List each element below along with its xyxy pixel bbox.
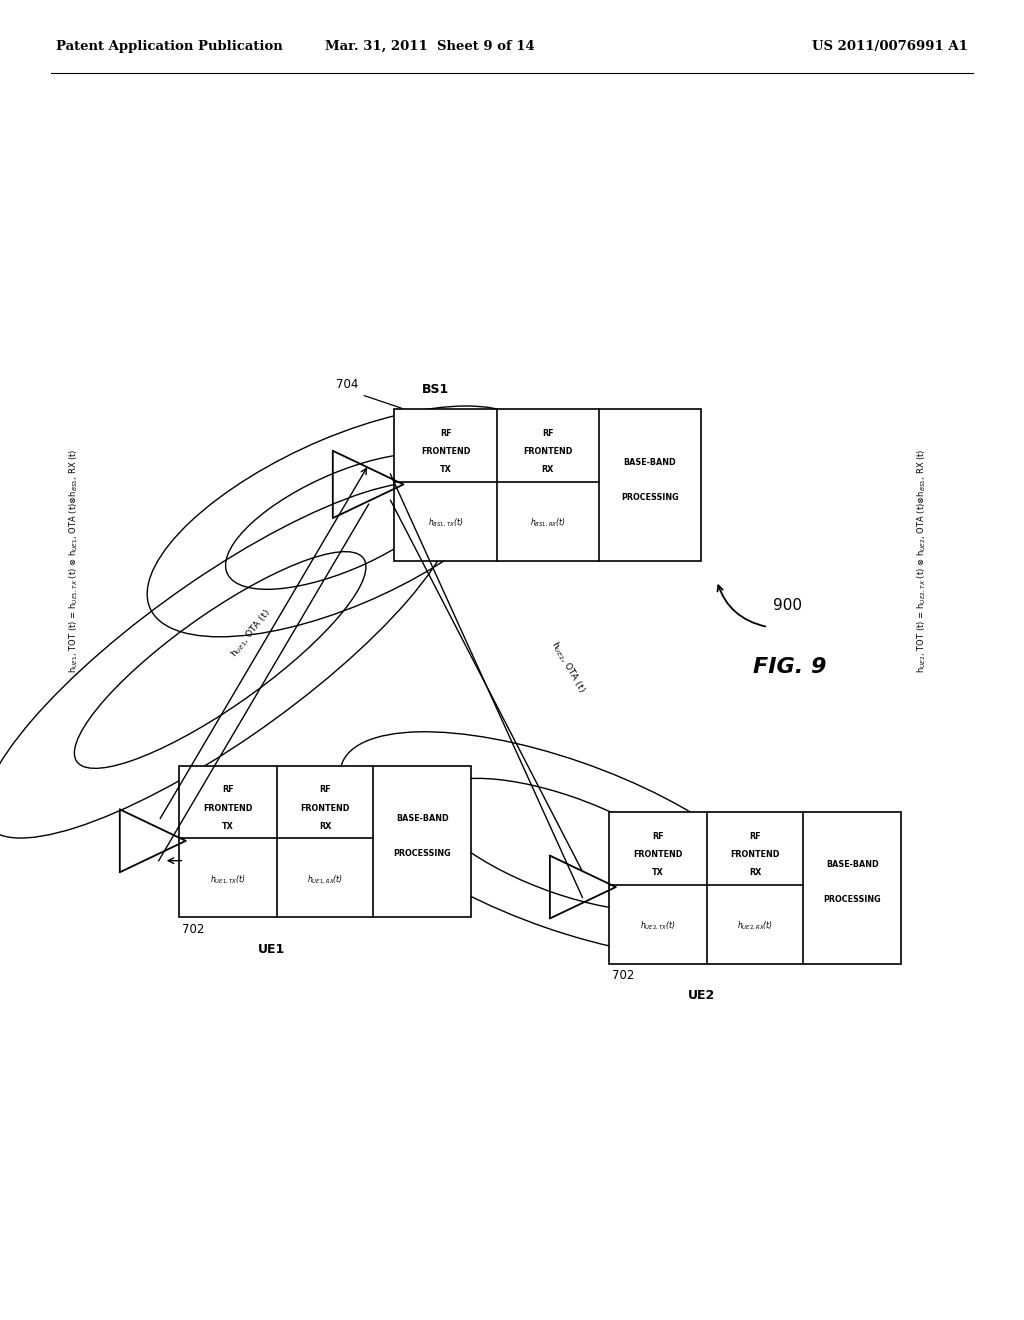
Text: RX: RX [750,869,761,876]
Text: RF: RF [750,832,761,841]
Text: h$_{UE1}$, OTA (t): h$_{UE1}$, OTA (t) [228,607,273,660]
Text: 900: 900 [773,598,802,612]
Text: UE1: UE1 [258,942,285,956]
Text: h$_{UE2,TX}$(t): h$_{UE2,TX}$(t) [640,920,676,932]
Text: 702: 702 [182,923,205,936]
Text: FRONTEND: FRONTEND [421,447,470,457]
Bar [394,409,701,561]
Text: h$_{UE2,RX}$(t): h$_{UE2,RX}$(t) [737,920,773,932]
Text: Mar. 31, 2011  Sheet 9 of 14: Mar. 31, 2011 Sheet 9 of 14 [326,40,535,53]
Text: UE2: UE2 [688,989,715,1002]
Text: BASE-BAND: BASE-BAND [624,458,676,467]
Text: Patent Application Publication: Patent Application Publication [56,40,283,53]
Text: FRONTEND: FRONTEND [523,447,572,457]
Text: RX: RX [319,822,331,830]
Text: RF: RF [542,429,554,438]
Text: RF: RF [652,832,664,841]
Text: h$_{UE2}$, OTA (t): h$_{UE2}$, OTA (t) [549,639,588,694]
Text: BASE-BAND: BASE-BAND [396,814,449,824]
Text: 702: 702 [612,969,635,982]
Text: FIG. 9: FIG. 9 [753,657,826,677]
Text: RF: RF [222,785,233,795]
Bar [179,766,471,917]
Text: h$_{BS1,TX}$(t): h$_{BS1,TX}$(t) [428,517,464,529]
Text: 704: 704 [336,378,358,391]
Text: TX: TX [440,466,452,474]
Text: FRONTEND: FRONTEND [300,804,350,813]
Text: h$_{UE2}$, TOT (t) = h$_{UE2,TX}$ (t) ⊗ h$_{UE2}$, OTA (t)⊗h$_{BS1}$, RX (t): h$_{UE2}$, TOT (t) = h$_{UE2,TX}$ (t) ⊗ … [915,449,928,673]
Text: FRONTEND: FRONTEND [204,804,253,813]
Text: PROCESSING: PROCESSING [393,849,451,858]
Text: h$_{UE1}$, TOT (t) = h$_{UE1,TX}$ (t) ⊗ h$_{UE1}$, OTA (t)⊗h$_{BS1}$, RX (t): h$_{UE1}$, TOT (t) = h$_{UE1,TX}$ (t) ⊗ … [68,449,80,673]
Text: TX: TX [222,822,233,830]
Bar [609,812,901,964]
Text: FRONTEND: FRONTEND [634,850,683,859]
Text: h$_{UE1,TX}$(t): h$_{UE1,TX}$(t) [210,874,246,886]
Text: RF: RF [440,429,452,438]
Text: TX: TX [652,869,664,876]
Text: RX: RX [542,466,554,474]
Text: PROCESSING: PROCESSING [622,492,679,502]
Text: US 2011/0076991 A1: US 2011/0076991 A1 [812,40,968,53]
Text: BASE-BAND: BASE-BAND [826,861,879,870]
Text: h$_{UE1,RX}$(t): h$_{UE1,RX}$(t) [307,874,343,886]
Text: RF: RF [319,785,331,795]
Text: FRONTEND: FRONTEND [730,850,780,859]
Text: BS1: BS1 [422,383,449,396]
Text: PROCESSING: PROCESSING [823,895,881,904]
Text: h$_{BS1,RX}$(t): h$_{BS1,RX}$(t) [529,517,566,529]
